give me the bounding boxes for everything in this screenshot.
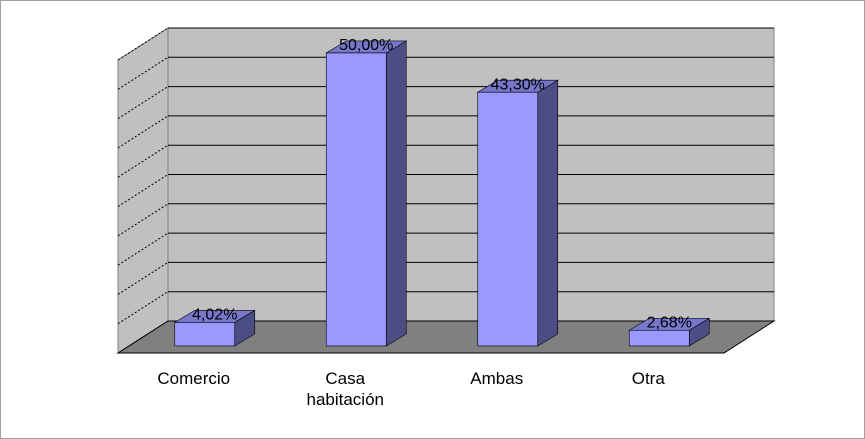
grid-line-side (117, 27, 169, 61)
grid-line-side (117, 144, 169, 178)
grid-line-side (117, 232, 169, 266)
x-tick-label: Comercio (157, 369, 231, 388)
grid-line-side (117, 86, 169, 120)
grid-line-side (117, 291, 169, 325)
x-tick-label: Ambas (470, 369, 524, 388)
grid-line-side (117, 115, 169, 149)
bar-side (385, 40, 407, 347)
bar (628, 329, 690, 347)
bar (325, 52, 387, 347)
floor (116, 320, 776, 354)
bar (477, 91, 539, 347)
grid-line-side (117, 174, 169, 207)
grid-line-side (117, 203, 169, 237)
value-label: 2,68% (647, 314, 692, 331)
x-tick-label: Casa habitación (306, 369, 384, 409)
value-label: 43,30% (491, 76, 545, 93)
x-tick-label: Otra (631, 369, 665, 388)
bar-side (537, 79, 559, 347)
value-label: 50,00% (339, 37, 393, 54)
value-label: 4,02% (192, 307, 237, 324)
bar (174, 322, 236, 347)
grid-line-side (117, 56, 169, 90)
grid-line-side (117, 261, 169, 295)
